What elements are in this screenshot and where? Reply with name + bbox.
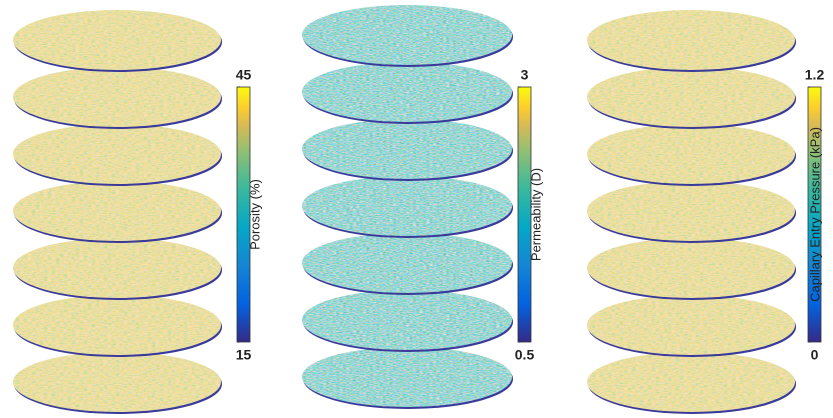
slice xyxy=(302,62,512,122)
colorbar-tick-label: 45 xyxy=(236,67,252,83)
colorbar-tick-label: 3 xyxy=(521,67,529,83)
colorbar-tick-label: 15 xyxy=(236,347,252,363)
panel: 0 1.2 Capillary Entry Pressure (kPa) xyxy=(587,10,824,414)
colorbar-label: Porosity (%) xyxy=(247,179,262,250)
slice xyxy=(302,5,512,65)
slice xyxy=(587,10,795,70)
slice xyxy=(587,295,795,355)
panel: 15 45 Porosity (%) xyxy=(13,10,262,414)
slice xyxy=(302,347,512,407)
slice xyxy=(587,238,795,298)
slice xyxy=(302,119,512,179)
slice xyxy=(302,290,512,350)
slice xyxy=(13,67,221,127)
colorbar-tick-label: 1.2 xyxy=(805,67,825,83)
slice xyxy=(13,10,221,70)
slice xyxy=(13,238,221,298)
colorbar-label: Permeability (D) xyxy=(528,168,543,261)
slice xyxy=(587,181,795,241)
slice xyxy=(302,233,512,293)
slice xyxy=(13,181,221,241)
slice xyxy=(13,352,221,412)
slice xyxy=(587,67,795,127)
slice xyxy=(587,352,795,412)
colorbar-label: Capillary Entry Pressure (kPa) xyxy=(807,127,822,302)
figure: 15 45 Porosity (%) 0.5 3 Permeability (D) 0 1.2… xyxy=(0,0,833,418)
slice xyxy=(13,295,221,355)
panel: 0.5 3 Permeability (D) xyxy=(302,5,543,409)
slice xyxy=(302,176,512,236)
slice xyxy=(13,124,221,184)
colorbar-tick-label: 0.5 xyxy=(515,347,535,363)
colorbar-tick-label: 0 xyxy=(811,347,819,363)
slice xyxy=(587,124,795,184)
